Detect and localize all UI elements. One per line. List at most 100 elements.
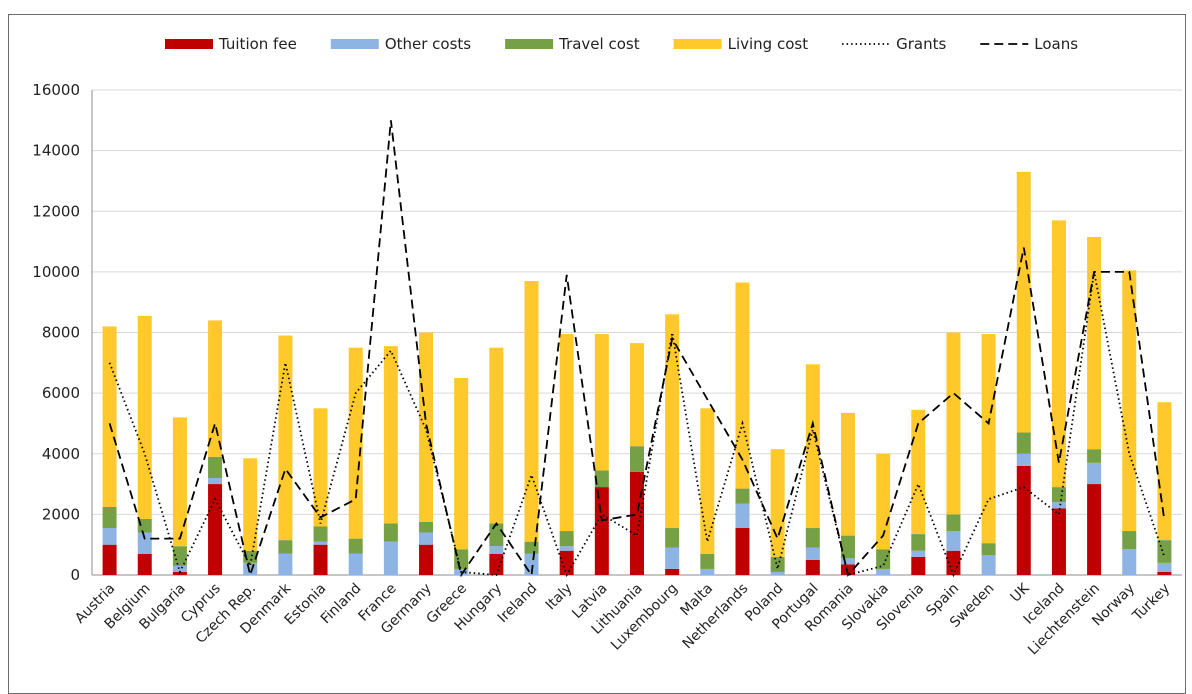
legend-label-grants: Grants [896, 35, 946, 53]
bar-other-costs-malta [700, 568, 715, 575]
legend-swatch-tuition-fee [165, 39, 213, 49]
bar-travel-cost-france [383, 523, 398, 542]
bar-travel-cost-spain [946, 514, 961, 532]
legend-label-living-cost: Living cost [728, 35, 809, 53]
bar-other-costs-portugal [805, 547, 820, 560]
bar-travel-cost-italy [559, 531, 574, 547]
bar-other-costs-austria [102, 528, 117, 545]
bar-other-costs-bulgaria [172, 565, 187, 572]
y-tick-label-16000: 16000 [32, 81, 80, 99]
bar-other-costs-france [383, 541, 398, 575]
y-tick-label-0: 0 [70, 566, 80, 584]
bar-tuition-fee-italy [559, 550, 574, 575]
bar-living-cost-bulgaria [172, 417, 187, 547]
bar-living-cost-iceland [1051, 220, 1066, 488]
bar-travel-cost-norway [1122, 531, 1137, 550]
bar-living-cost-latvia [594, 334, 609, 471]
bar-living-cost-italy [559, 334, 574, 532]
bar-travel-cost-hungary [489, 523, 504, 547]
bar-other-costs-spain [946, 531, 961, 551]
bar-other-costs-turkey [1157, 562, 1172, 572]
bar-travel-cost-malta [700, 553, 715, 569]
bar-living-cost-turkey [1157, 402, 1172, 541]
bar-living-cost-cyprus [208, 320, 223, 457]
bar-travel-cost-netherlands [735, 488, 750, 504]
bar-living-cost-lithuania [630, 343, 644, 447]
bar-travel-cost-latvia [594, 470, 609, 488]
bar-living-cost-austria [102, 326, 117, 507]
bar-other-costs-cyprus [208, 478, 223, 485]
bar-other-costs-romania [840, 558, 855, 565]
x-tick-label-ireland: Ireland [495, 581, 541, 627]
bar-living-cost-romania [840, 412, 855, 536]
bar-travel-cost-lithuania [630, 446, 644, 472]
bar-travel-cost-slovenia [911, 534, 926, 551]
bar-travel-cost-turkey [1157, 540, 1172, 563]
legend-swatch-living-cost [673, 39, 722, 49]
bar-travel-cost-sweden [981, 543, 996, 556]
bar-travel-cost-liechtenstein [1087, 449, 1102, 463]
bar-tuition-fee-spain [946, 550, 961, 575]
bar-travel-cost-cyprus [208, 456, 223, 478]
bar-living-cost-portugal [805, 364, 820, 529]
y-tick-label-12000: 12000 [32, 202, 80, 220]
bar-living-cost-estonia [313, 408, 328, 527]
bar-living-cost-czech-rep [243, 458, 258, 551]
y-tick-label-4000: 4000 [42, 445, 80, 463]
bar-travel-cost-denmark [278, 540, 293, 554]
bar-living-cost-netherlands [735, 282, 750, 489]
legend-swatch-other-costs [330, 39, 379, 49]
bar-other-costs-belgium [137, 532, 152, 554]
bar-living-cost-ireland [524, 280, 539, 542]
bar-living-cost-greece [454, 377, 469, 550]
bar-tuition-fee-portugal [805, 559, 820, 575]
bar-travel-cost-ireland [524, 541, 539, 554]
bar-tuition-fee-iceland [1051, 508, 1066, 575]
bar-tuition-fee-belgium [137, 553, 152, 575]
legend-swatch-travel-cost [505, 39, 554, 49]
bar-living-cost-france [383, 346, 398, 524]
bar-other-costs-luxembourg [665, 547, 680, 569]
bar-tuition-fee-luxembourg [665, 568, 680, 575]
bar-travel-cost-luxembourg [665, 528, 680, 548]
legend-label-other-costs: Other costs [385, 35, 471, 53]
bar-tuition-fee-romania [840, 564, 855, 575]
x-tick-label-uk: UK [1008, 580, 1034, 606]
bar-living-cost-poland [770, 449, 785, 557]
bar-other-costs-finland [348, 553, 363, 575]
x-tick-label-turkey: Turkey [1129, 581, 1173, 625]
bar-travel-cost-austria [102, 506, 117, 529]
bar-tuition-fee-estonia [313, 544, 328, 575]
bar-other-costs-germany [419, 532, 434, 545]
bar-other-costs-uk [1016, 453, 1031, 466]
bar-other-costs-poland [770, 571, 785, 575]
legend-label-loans: Loans [1034, 35, 1078, 53]
bar-other-costs-slovakia [876, 568, 891, 575]
bar-tuition-fee-lithuania [630, 471, 644, 575]
bar-travel-cost-estonia [313, 526, 328, 542]
bar-tuition-fee-netherlands [735, 528, 750, 575]
y-tick-label-6000: 6000 [42, 384, 80, 402]
bar-living-cost-hungary [489, 347, 504, 524]
bar-tuition-fee-uk [1016, 465, 1031, 575]
bar-other-costs-iceland [1051, 502, 1066, 509]
bar-travel-cost-slovakia [876, 549, 891, 569]
bar-other-costs-liechtenstein [1087, 462, 1102, 485]
bar-other-costs-denmark [278, 553, 293, 575]
bar-tuition-fee-austria [102, 544, 117, 575]
bar-other-costs-hungary [489, 546, 504, 554]
y-tick-label-14000: 14000 [32, 142, 80, 160]
bar-travel-cost-bulgaria [172, 546, 187, 566]
bar-tuition-fee-turkey [1157, 571, 1172, 575]
bar-other-costs-sweden [981, 555, 996, 575]
bar-travel-cost-germany [419, 521, 434, 533]
bar-other-costs-italy [559, 546, 574, 551]
bar-travel-cost-iceland [1051, 487, 1066, 503]
bar-tuition-fee-slovenia [911, 556, 926, 575]
bar-living-cost-slovenia [911, 409, 926, 535]
bar-other-costs-norway [1122, 549, 1137, 575]
y-tick-label-10000: 10000 [32, 263, 80, 281]
bar-tuition-fee-latvia [594, 487, 609, 575]
bar-living-cost-belgium [137, 315, 152, 519]
